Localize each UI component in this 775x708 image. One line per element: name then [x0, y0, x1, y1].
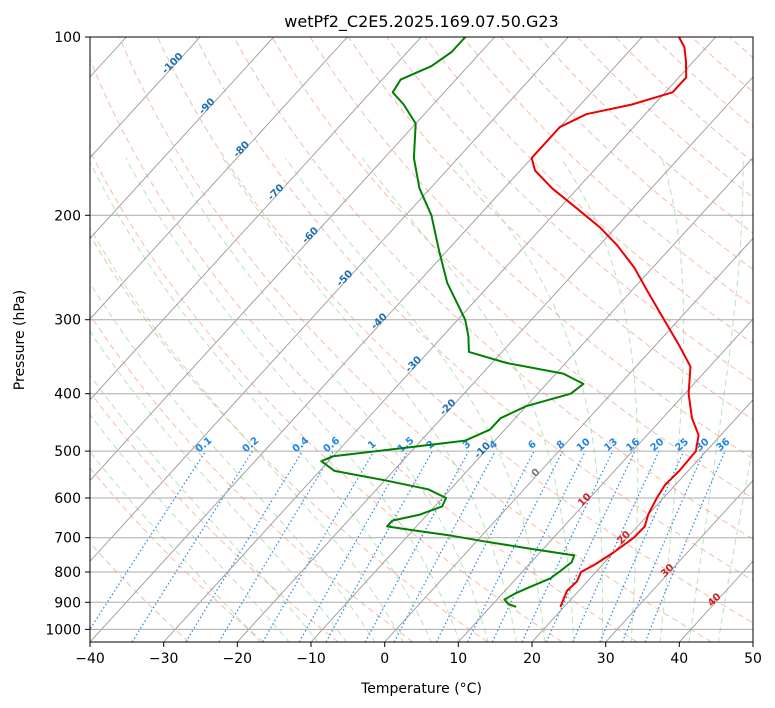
- x-tick-label: −40: [75, 651, 105, 667]
- dry-adiabat: [195, 37, 753, 582]
- y-tick-label: 700: [54, 531, 81, 547]
- isotherm: [90, 37, 422, 401]
- isotherm: [384, 237, 753, 642]
- y-tick-label: 200: [54, 208, 81, 224]
- moist-adiabat: [90, 374, 319, 642]
- dry-adiabat: [90, 542, 190, 642]
- y-axis-label: Pressure (hPa): [12, 290, 28, 390]
- moist-adiabat: [125, 157, 461, 642]
- moist-adiabat: [454, 157, 603, 642]
- dry-adiabat: [118, 37, 712, 642]
- x-axis-label: Temperature (°C): [360, 681, 482, 697]
- x-tick-label: 50: [744, 651, 762, 667]
- x-tick-label: −20: [223, 651, 253, 667]
- dry-adiabat: [90, 149, 563, 642]
- isotherm: [752, 641, 753, 642]
- moist-adiabat: [169, 157, 489, 642]
- isotherm: [90, 37, 275, 240]
- isotherm: [163, 37, 717, 642]
- dry-adiabat: [90, 58, 638, 642]
- y-tick-label: 400: [54, 387, 81, 403]
- moist-adiabat: [90, 161, 432, 642]
- moist-adiabat: [688, 157, 744, 642]
- moist-adiabat: [361, 157, 575, 642]
- y-tick-label: 500: [54, 444, 81, 460]
- y-tick-label: 600: [54, 491, 81, 507]
- mixing-ratio-line: [621, 450, 705, 642]
- dry-adiabat: [90, 467, 264, 642]
- x-tick-label: 10: [449, 651, 467, 667]
- profiles: [320, 37, 700, 608]
- dry-adiabat: [386, 37, 753, 382]
- mixing-ratio-line: [325, 450, 434, 642]
- moist-adiabat: [560, 157, 639, 642]
- chart-title: wetPf2_C2E5.2025.169.07.50.G23: [284, 12, 558, 32]
- isotherm: [531, 399, 753, 642]
- x-tick-label: 40: [670, 651, 688, 667]
- isotherm: [90, 37, 496, 482]
- background-lines: [90, 37, 775, 642]
- x-tick-label: 30: [597, 651, 615, 667]
- dry-adiabat: [90, 234, 488, 642]
- dry-adiabat: [347, 37, 753, 421]
- y-tick-label: 800: [54, 565, 81, 581]
- moist-adiabat: [659, 157, 685, 642]
- moist-adiabat: [285, 157, 546, 642]
- mixing-ratio-line: [466, 450, 564, 642]
- moist-adiabat: [717, 444, 753, 642]
- y-tick-label: 100: [54, 30, 81, 46]
- isotherm: [90, 37, 569, 562]
- dewpoint-line: [320, 37, 585, 608]
- mixing-ratio-line: [131, 450, 254, 642]
- moist-adiabat: [90, 282, 376, 642]
- isotherm: [605, 479, 753, 642]
- isotherm: [310, 156, 753, 642]
- temperature-line: [530, 37, 700, 608]
- moist-adiabat: [90, 226, 404, 642]
- dry-adiabat: [768, 37, 775, 642]
- y-tick-label: 1000: [45, 622, 81, 638]
- isotherm: [90, 37, 201, 159]
- moist-adiabat: [90, 413, 290, 642]
- plot-frame: [89, 36, 754, 643]
- mixing-ratio-line: [393, 450, 496, 642]
- isotherm: [90, 37, 348, 320]
- isotherm: [236, 76, 753, 642]
- y-tick-label: 300: [54, 313, 81, 329]
- mixing-ratio-line: [185, 450, 304, 642]
- plot-background: [90, 37, 753, 642]
- y-tick-label: 900: [54, 595, 81, 611]
- x-tick-label: 0: [380, 651, 389, 667]
- mixing-ratio-line: [364, 450, 470, 642]
- dry-adiabat: [157, 37, 753, 624]
- moist-adiabat: [90, 450, 261, 642]
- pressure-grid: [90, 37, 753, 630]
- mixing-ratio-line: [572, 450, 660, 642]
- isotherm: [457, 318, 753, 642]
- x-tick-label: −30: [149, 651, 179, 667]
- mixing-ratio-line: [90, 450, 207, 631]
- dry-adiabat: [271, 37, 753, 500]
- x-tick-label: −10: [296, 651, 326, 667]
- axes: −40 −30 −20 −10 0 10 20 30 40 50 100 200 300 400 500 60…: [45, 30, 762, 667]
- dry-adiabat: [309, 37, 753, 460]
- mixing-ratio-line: [599, 450, 685, 642]
- x-tick-label: 20: [523, 651, 541, 667]
